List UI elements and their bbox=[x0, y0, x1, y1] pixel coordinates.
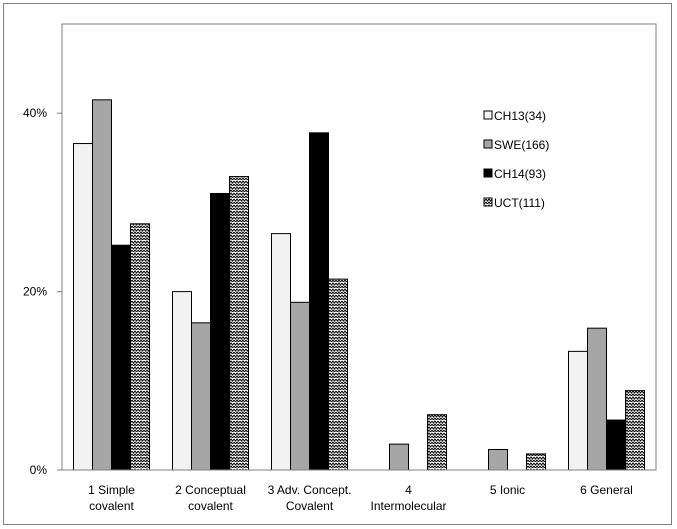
bar-ch13-34--3 bbox=[271, 233, 291, 471]
legend-swatch bbox=[483, 197, 493, 207]
bar-uct-111--5 bbox=[526, 453, 546, 471]
bar-swe-166--2 bbox=[191, 322, 211, 471]
category-label: covalent bbox=[89, 499, 134, 513]
y-tick-label: 40% bbox=[23, 106, 47, 120]
bars-group bbox=[62, 99, 656, 471]
category-label: Intermolecular bbox=[370, 499, 446, 513]
legend-swatch bbox=[483, 168, 493, 178]
legend: CH13(34) SWE(166) CH14(93) UCT(111) bbox=[483, 109, 549, 210]
legend-swatch bbox=[483, 139, 493, 149]
legend-label: CH13(34) bbox=[494, 109, 546, 123]
bar-ch14-93--6 bbox=[606, 419, 626, 471]
category-label: 3 Adv. Concept. bbox=[268, 483, 352, 497]
category-label: Covalent bbox=[286, 499, 334, 513]
bar-ch13-34--6 bbox=[568, 350, 588, 471]
bar-uct-111--1 bbox=[130, 223, 150, 471]
legend-label: SWE(166) bbox=[494, 138, 549, 152]
plot-area bbox=[61, 23, 657, 471]
category-label: covalent bbox=[188, 499, 233, 513]
bar-ch13-34--2 bbox=[172, 291, 192, 471]
y-tick-label: 20% bbox=[23, 285, 47, 299]
bar-swe-166--6 bbox=[587, 327, 607, 471]
legend-swatch bbox=[483, 110, 493, 120]
bar-swe-166--4 bbox=[389, 443, 409, 471]
legend-label: CH14(93) bbox=[494, 167, 546, 181]
category-label: 2 Conceptual bbox=[175, 483, 246, 497]
bar-ch14-93--1 bbox=[111, 244, 131, 471]
bar-swe-166--5 bbox=[488, 448, 508, 471]
category-label: 5 Ionic bbox=[490, 483, 525, 497]
bar-ch14-93--3 bbox=[309, 132, 329, 471]
legend-label: UCT(111) bbox=[494, 196, 545, 210]
y-tick-label: 0% bbox=[30, 463, 48, 477]
bar-uct-111--6 bbox=[625, 390, 645, 471]
bar-swe-166--1 bbox=[92, 99, 112, 471]
y-axis-ticks: 0% 20% 40% bbox=[23, 106, 62, 477]
bar-swe-166--3 bbox=[290, 301, 310, 471]
bar-uct-111--3 bbox=[328, 278, 348, 471]
bar-ch14-93--2 bbox=[210, 192, 230, 471]
category-label: 4 bbox=[405, 483, 412, 497]
category-label: 1 Simple bbox=[88, 483, 135, 497]
x-axis-labels: 1 Simple covalent 2 Conceptual covalent 3 Ad… bbox=[88, 483, 633, 513]
bar-ch13-34--1 bbox=[73, 143, 93, 471]
plot-border bbox=[61, 23, 657, 471]
category-label: 6 General bbox=[580, 483, 633, 497]
bar-uct-111--2 bbox=[229, 176, 249, 471]
bar-uct-111--4 bbox=[427, 414, 447, 471]
